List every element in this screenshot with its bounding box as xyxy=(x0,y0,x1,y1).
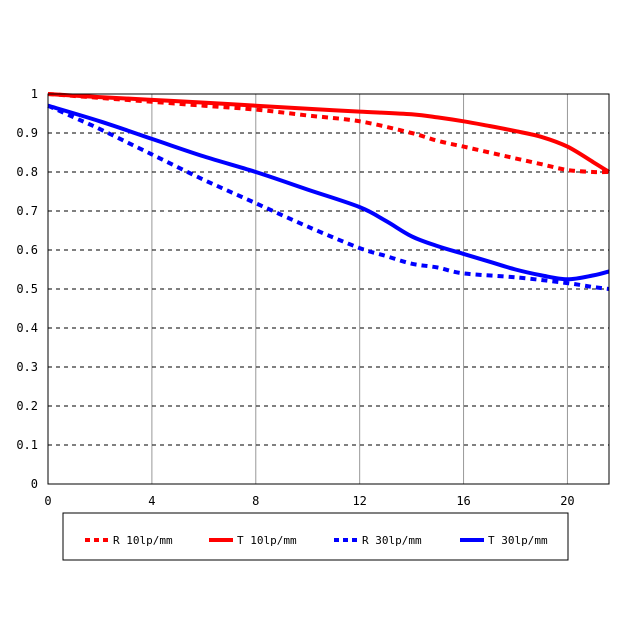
vertical-gridlines xyxy=(151,94,568,484)
legend-box xyxy=(62,512,569,561)
x-tick-label: 20 xyxy=(560,494,574,508)
y-tick-label: 0.1 xyxy=(16,438,38,452)
series-lines xyxy=(47,92,611,291)
y-tick-label: 0.3 xyxy=(16,360,38,374)
y-tick-label: 0.4 xyxy=(16,321,38,335)
x-tick-label: 16 xyxy=(456,494,470,508)
y-tick-label: 0.5 xyxy=(16,282,38,296)
y-tick-label: 0.7 xyxy=(16,204,38,218)
horizontal-gridlines xyxy=(48,132,609,446)
x-tick-labels: 0 4 8 12 16 20 xyxy=(44,494,574,508)
legend: R 10lp/mm T 10lp/mm R 30lp/mm T 30lp/mm xyxy=(62,512,569,561)
legend-label: R 30lp/mm xyxy=(362,534,422,547)
legend-label: R 10lp/mm xyxy=(113,534,173,547)
y-tick-label: 0.8 xyxy=(16,165,38,179)
y-tick-label: 0.6 xyxy=(16,243,38,257)
legend-label: T 10lp/mm xyxy=(237,534,297,547)
series-line-2 xyxy=(47,103,610,291)
y-tick-label: 0.9 xyxy=(16,126,38,140)
x-tick-label: 0 xyxy=(44,494,51,508)
plot-frame xyxy=(47,93,610,485)
y-tick-label: 0.2 xyxy=(16,399,38,413)
y-tick-labels: 0 0.1 0.2 0.3 0.4 0.5 0.6 0.7 0.8 0.9 1 xyxy=(16,87,38,491)
x-tick-label: 4 xyxy=(148,494,155,508)
x-tick-label: 12 xyxy=(352,494,366,508)
legend-label: T 30lp/mm xyxy=(488,534,548,547)
y-tick-label: 0 xyxy=(31,477,38,491)
series-line-3 xyxy=(47,103,610,282)
x-tick-label: 8 xyxy=(252,494,259,508)
y-tick-label: 1 xyxy=(31,87,38,101)
series-line-1 xyxy=(47,92,611,174)
